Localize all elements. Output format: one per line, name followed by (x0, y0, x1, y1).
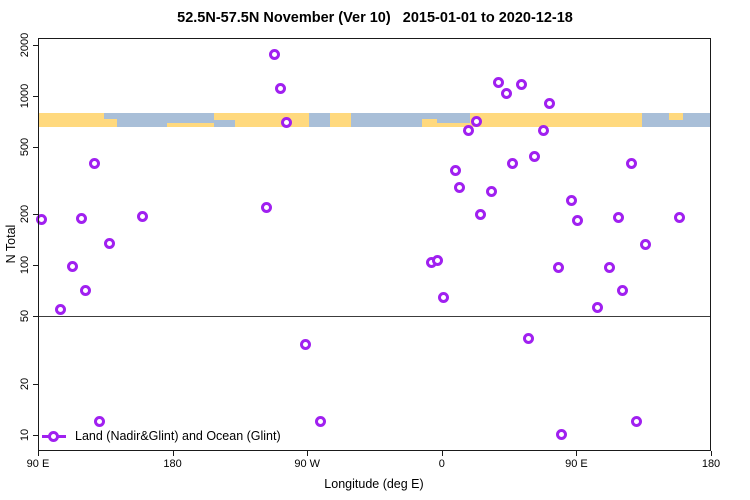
x-tick-mark (307, 451, 309, 456)
x-tick-mark (711, 451, 712, 456)
data-point-marker (515, 79, 527, 91)
data-point-marker (261, 201, 273, 213)
data-point-marker (89, 158, 101, 170)
data-point-marker (555, 429, 567, 441)
y-tick-mark (33, 434, 38, 436)
land-segment (470, 112, 643, 127)
x-tick-mark (576, 451, 578, 456)
x-tick-label: 0 (438, 458, 445, 470)
data-point-marker (543, 97, 555, 109)
data-point-marker (591, 302, 603, 314)
data-point-marker (66, 261, 78, 273)
data-point-marker (35, 214, 47, 226)
data-point-marker (449, 165, 461, 177)
x-tick-mark (38, 451, 39, 456)
x-tick-label: 90 E (26, 458, 50, 470)
y-tick-label: 100 (19, 255, 31, 275)
x-tick-label: 90 E (565, 458, 588, 470)
data-point-marker (463, 124, 475, 136)
chart-title: 52.5N-57.5N November (Ver 10) 2015-01-01… (177, 10, 573, 26)
data-point-marker (603, 261, 615, 273)
land-segment (214, 112, 236, 120)
data-point-marker (485, 186, 497, 198)
data-point-marker (630, 415, 642, 427)
x-axis-title: Longitude (deg E) (324, 477, 424, 491)
data-point-marker (54, 303, 66, 315)
data-point-marker (104, 238, 116, 249)
data-point-marker (529, 151, 541, 163)
data-point-marker (75, 213, 87, 225)
data-point-marker (280, 117, 292, 129)
y-tick-label: 50 (19, 309, 31, 323)
land-segment (329, 112, 351, 127)
data-point-marker (572, 215, 584, 227)
x-tick-label: 180 (701, 458, 721, 470)
land-segment (669, 112, 683, 120)
y-tick-mark (33, 146, 38, 148)
data-point-marker (626, 158, 638, 170)
data-point-marker (523, 332, 535, 344)
y-tick-mark (33, 44, 38, 46)
land-segment (422, 119, 438, 127)
data-point-marker (552, 261, 564, 273)
data-point-marker (493, 77, 505, 89)
land-segment (166, 122, 215, 127)
land-segment (437, 122, 471, 127)
data-point-marker (137, 210, 149, 222)
land-segment (38, 112, 104, 127)
y-axis-title: N Total (4, 224, 18, 264)
legend-marker-circle (47, 430, 59, 442)
data-point-marker (537, 124, 549, 136)
y-tick-label: 20 (19, 377, 31, 390)
data-point-marker (612, 212, 624, 224)
data-point-marker (506, 158, 518, 170)
data-point-marker (674, 211, 686, 223)
data-point-marker (274, 83, 286, 95)
data-point-marker (300, 338, 312, 350)
y-tick-mark (33, 214, 38, 216)
y-tick-label: 500 (19, 137, 31, 156)
y-tick-mark (33, 95, 38, 97)
y-tick-mark (33, 383, 38, 385)
x-tick-label: 180 (163, 458, 182, 470)
x-tick-mark (172, 451, 174, 456)
data-point-marker (475, 209, 487, 221)
y-tick-label: 1000 (19, 83, 31, 108)
y-tick-label: 10 (19, 428, 31, 441)
x-tick-mark (441, 451, 443, 456)
data-point-marker (470, 116, 482, 128)
x-tick-label: 90 W (294, 458, 321, 470)
reference-line (38, 316, 711, 318)
plot-box-border (38, 38, 711, 451)
y-tick-mark (33, 265, 38, 267)
data-point-marker (454, 182, 466, 194)
data-point-marker (315, 415, 327, 427)
legend-label: Land (Nadir&Glint) and Ocean (Glint) (75, 429, 281, 443)
data-point-marker (80, 284, 92, 296)
plot-area (35, 38, 711, 451)
data-point-marker (437, 292, 449, 304)
y-tick-mark (33, 316, 38, 318)
land-segment (103, 119, 118, 127)
data-point-marker (566, 195, 578, 207)
data-point-marker (500, 87, 512, 99)
data-point-marker (617, 284, 629, 296)
data-point-marker (93, 415, 105, 427)
data-point-marker (431, 254, 443, 266)
data-point-marker (268, 48, 280, 60)
y-tick-label: 2000 (19, 32, 31, 57)
y-tick-label: 200 (19, 204, 31, 224)
data-point-marker (639, 238, 651, 250)
